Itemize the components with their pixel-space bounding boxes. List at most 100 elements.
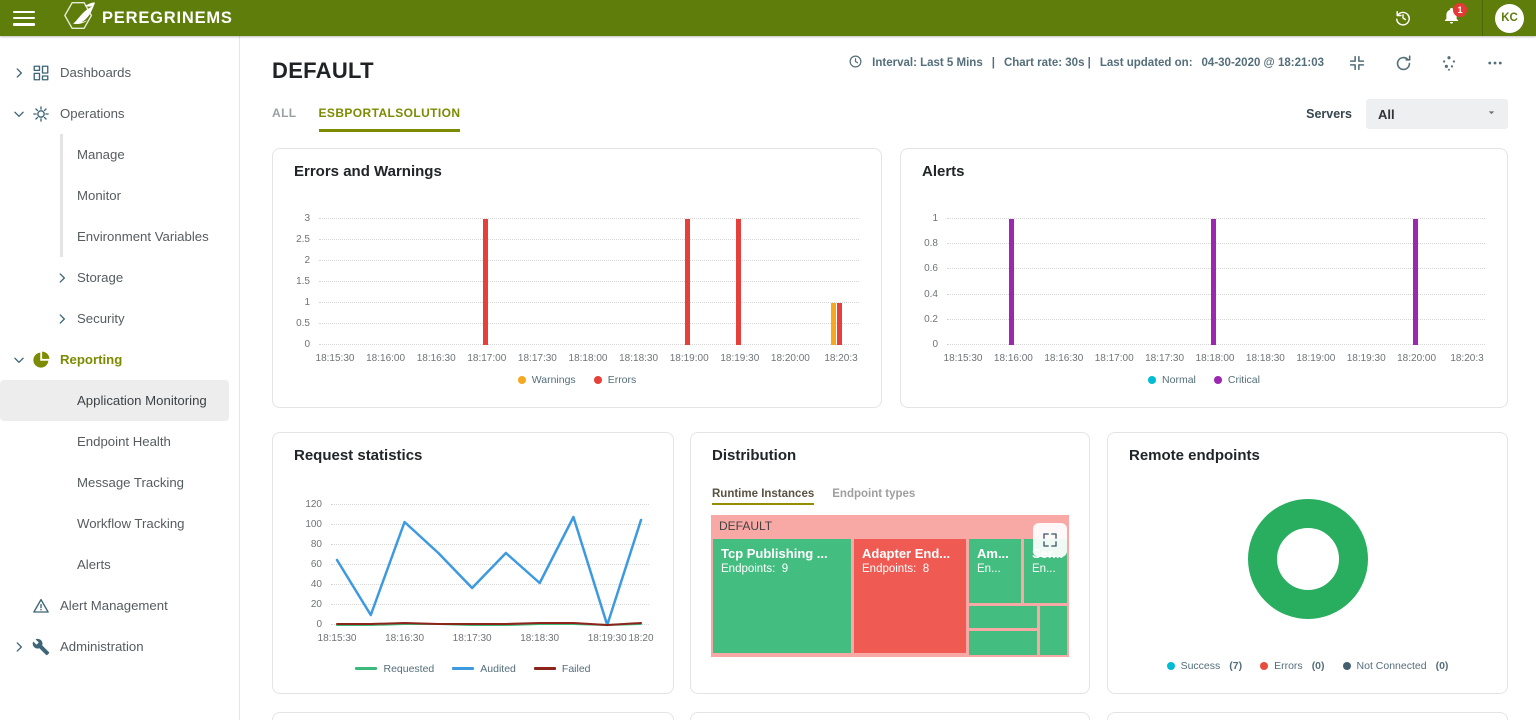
series-line-failed[interactable] <box>336 622 642 626</box>
gridline: 0 <box>304 339 859 350</box>
sidebar-item-application-monitoring[interactable]: Application Monitoring <box>0 380 229 421</box>
sidebar-item-dashboards[interactable]: Dashboards <box>0 52 239 93</box>
alerts-legend: Normal Critical <box>901 371 1507 389</box>
sidebar-item-label: Dashboards <box>60 65 132 80</box>
x-tick-label: 18:20:3 <box>1450 353 1484 364</box>
updated-label: Last updated on: <box>1099 57 1193 69</box>
treemap-cell-tcp-publishing[interactable]: Tcp Publishing ... Endpoints: 9 <box>713 539 851 653</box>
gridline: 120 <box>305 499 649 510</box>
bar-errors[interactable] <box>482 219 488 345</box>
legend-count: (0) <box>1435 660 1449 672</box>
expand-icon[interactable] <box>1033 523 1067 557</box>
sidebar-item-operations[interactable]: Operations <box>0 93 239 134</box>
tab-all[interactable]: ALL <box>272 106 297 120</box>
legend-item-audited[interactable]: Audited <box>452 663 516 675</box>
sidebar-item-label: Manage <box>77 147 125 162</box>
gridline: 1.5 <box>296 276 859 287</box>
collapse-tiles-icon[interactable] <box>1344 50 1370 76</box>
tab-esbportalsolution[interactable]: ESBPORTALSOLUTION <box>318 106 461 132</box>
sidebar-item-monitor[interactable]: Monitor <box>0 175 239 216</box>
servers-dropdown[interactable]: All <box>1366 99 1508 129</box>
sidebar-item-alerts[interactable]: Alerts <box>0 544 239 585</box>
history-icon[interactable] <box>1386 1 1420 35</box>
servers-dropdown-value: All <box>1378 106 1395 122</box>
gridline: 3 <box>304 213 859 224</box>
y-tick-label: 20 <box>310 599 322 610</box>
sidebar: Dashboards Operations Manage Monitor Environ… <box>0 36 240 720</box>
treemap-cell-small-2[interactable] <box>969 631 1037 655</box>
y-tick-label: 0.2 <box>924 313 938 325</box>
tab-endpoint-types[interactable]: Endpoint types <box>832 488 916 500</box>
x-tick-label: 18:19:00 <box>669 353 709 364</box>
bar-critical[interactable] <box>1211 219 1216 345</box>
bar-errors[interactable] <box>685 219 691 345</box>
page-title: DEFAULT <box>272 57 374 83</box>
cell-title: Tcp Publishing ... <box>721 546 828 561</box>
bar-critical[interactable] <box>1009 219 1015 345</box>
bell-icon[interactable]: 1 <box>1434 1 1468 35</box>
avatar[interactable]: KC <box>1495 3 1524 33</box>
y-tick-label: 0 <box>304 339 310 350</box>
menu-icon[interactable] <box>13 10 35 26</box>
sidebar-item-message-tracking[interactable]: Message Tracking <box>0 462 239 503</box>
sidebar-item-manage[interactable]: Manage <box>0 134 239 175</box>
bar-warnings[interactable] <box>831 303 836 345</box>
tab-runtime-instances[interactable]: Runtime Instances <box>712 488 815 505</box>
legend-swatch <box>355 667 378 670</box>
sidebar-item-storage[interactable]: Storage <box>0 257 239 298</box>
legend-item-critical[interactable]: Critical <box>1213 374 1260 386</box>
bar-errors[interactable] <box>735 219 741 345</box>
legend-item-normal[interactable]: Normal <box>1148 374 1196 386</box>
remote-endpoints-donut[interactable] <box>1248 499 1368 619</box>
sidebar-item-administration[interactable]: Administration <box>0 626 239 667</box>
treemap-cell-small-1[interactable] <box>969 606 1037 628</box>
more-options-icon[interactable] <box>1482 50 1508 76</box>
y-tick-label: 0 <box>316 619 322 630</box>
y-tick-label: 1.5 <box>296 276 310 287</box>
sidebar-nav: Dashboards Operations Manage Monitor Environ… <box>0 52 239 667</box>
sidebar-item-alert-management[interactable]: Alert Management <box>0 585 239 626</box>
gridline: 80 <box>311 539 649 550</box>
series-line-audited[interactable] <box>335 515 643 627</box>
legend-label: Errors <box>607 374 637 386</box>
treemap-cell-am[interactable]: Am... En... <box>969 539 1021 603</box>
x-tick-label: 18:15:30 <box>317 633 357 644</box>
x-tick-label: 18:17:30 <box>517 353 557 364</box>
treemap-cell-adapter-endpoints[interactable]: Adapter End... Endpoints: 8 <box>854 539 966 653</box>
legend-item-errors[interactable]: Errors (0) <box>1260 660 1325 672</box>
legend-item-requested[interactable]: Requested <box>355 663 434 675</box>
remote-endpoints-card: Remote endpoints Success (7) Errors (0) Not … <box>1107 432 1508 694</box>
legend-item-success[interactable]: Success (7) <box>1166 660 1242 672</box>
bar-errors[interactable] <box>837 303 842 345</box>
legend-label: Failed <box>561 662 591 675</box>
legend-swatch <box>452 667 475 670</box>
sidebar-item-workflow-tracking[interactable]: Workflow Tracking <box>0 503 239 544</box>
sidebar-item-environment-variables[interactable]: Environment Variables <box>0 216 239 257</box>
x-tick-label: 18:17:00 <box>1094 353 1134 364</box>
legend-item-not-connected[interactable]: Not Connected (0) <box>1342 660 1449 672</box>
errors-warnings-chart[interactable]: 0 0.5 1 1.5 2 2.5 3 18:15:30 18:16:00 18:16:30 18:… <box>296 213 859 364</box>
sidebar-item-endpoint-health[interactable]: Endpoint Health <box>0 421 239 462</box>
sidebar-item-label: Endpoint Health <box>77 434 171 449</box>
services-cluster-icon[interactable] <box>1436 50 1462 76</box>
chevron-right-icon <box>55 312 77 326</box>
bar-critical[interactable] <box>1412 219 1418 345</box>
sidebar-item-security[interactable]: Security <box>0 298 239 339</box>
alerts-chart[interactable]: 0 0.2 0.4 0.6 0.8 1 18:15:30 18:16:00 18:16:30 18… <box>924 213 1485 364</box>
legend-item-failed[interactable]: Failed <box>533 662 591 675</box>
legend-item-warnings[interactable]: Warnings <box>517 374 576 386</box>
distribution-card: Distribution Runtime Instances Endpoint … <box>690 432 1090 694</box>
warning-icon <box>32 597 60 615</box>
legend-swatch <box>533 667 556 670</box>
legend-label: Audited <box>480 662 516 675</box>
request-statistics-chart[interactable]: 0 20 40 60 80 100 120 18:15:30 18:16:30 18:17:30 1… <box>305 499 653 644</box>
y-tick-label: 1 <box>932 213 938 224</box>
chart-title: Distribution <box>712 447 797 464</box>
caret-down-icon <box>1485 106 1498 122</box>
partial-card <box>272 712 674 720</box>
treemap-cell-small-3[interactable] <box>1040 606 1067 655</box>
sidebar-item-reporting[interactable]: Reporting <box>0 339 239 380</box>
refresh-icon[interactable] <box>1390 50 1416 76</box>
legend-item-errors[interactable]: Errors <box>593 374 637 386</box>
x-tick-label: 18:19:30 <box>587 633 627 644</box>
